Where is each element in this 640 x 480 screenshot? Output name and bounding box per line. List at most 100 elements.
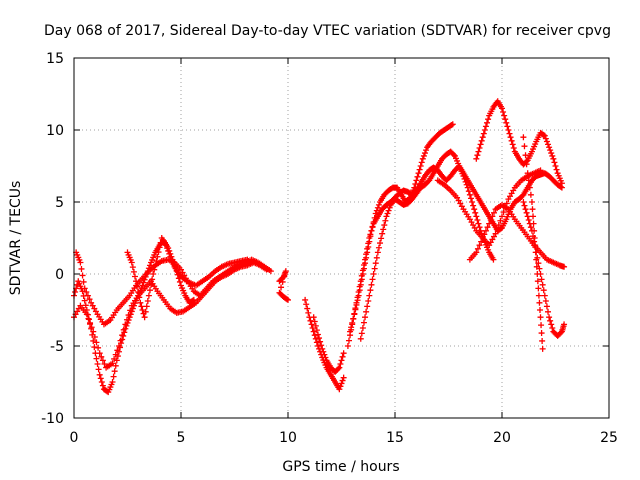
- data-point: [335, 365, 342, 372]
- data-point: [460, 173, 467, 180]
- data-point: [131, 273, 138, 280]
- data-point: [303, 301, 310, 308]
- x-tick-label: 10: [279, 430, 297, 446]
- data-point: [77, 259, 84, 266]
- data-point: [369, 276, 376, 283]
- data-point: [474, 245, 481, 252]
- data-point: [112, 351, 119, 358]
- y-tick-label: 0: [55, 267, 64, 283]
- data-point: [81, 297, 88, 304]
- data-point: [537, 314, 544, 321]
- data-point: [541, 292, 548, 299]
- data-point: [385, 207, 392, 214]
- data-points: [71, 98, 568, 396]
- data-point: [138, 303, 145, 310]
- data-point: [137, 299, 144, 306]
- series-arc6: [302, 296, 347, 393]
- data-point: [423, 147, 430, 154]
- data-point: [475, 220, 482, 227]
- data-point: [487, 217, 494, 223]
- data-point: [545, 308, 552, 315]
- data-point: [372, 210, 379, 217]
- data-point: [502, 116, 509, 123]
- data-point: [485, 116, 492, 123]
- y-tick-label: -5: [50, 339, 64, 355]
- data-point: [471, 206, 478, 213]
- data-point: [94, 361, 101, 367]
- data-point: [534, 271, 541, 277]
- data-point: [557, 183, 564, 190]
- data-point: [364, 303, 371, 310]
- x-tick-label: 15: [386, 430, 404, 446]
- data-point: [144, 298, 151, 304]
- data-point: [505, 127, 512, 133]
- data-point: [153, 258, 160, 265]
- data-point: [362, 260, 369, 267]
- data-point: [125, 312, 132, 319]
- data-point: [88, 324, 95, 331]
- grid: [74, 58, 609, 418]
- series-arc9: [347, 121, 456, 335]
- data-point: [154, 253, 161, 260]
- data-point: [345, 337, 352, 344]
- data-point: [481, 127, 488, 133]
- data-point: [374, 249, 381, 256]
- data-point: [122, 321, 129, 328]
- data-point: [282, 268, 289, 275]
- plot-frame: [73, 57, 610, 419]
- data-point: [347, 328, 354, 335]
- data-point: [531, 227, 538, 234]
- data-point: [148, 281, 155, 288]
- data-point: [530, 213, 537, 220]
- data-point: [310, 314, 317, 321]
- data-point: [421, 150, 428, 157]
- data-point: [535, 292, 542, 299]
- data-point: [484, 224, 491, 231]
- data-point: [523, 161, 530, 168]
- data-point: [525, 177, 532, 184]
- data-point: [416, 166, 423, 173]
- data-point: [368, 227, 375, 234]
- data-point: [375, 201, 382, 208]
- data-point: [368, 281, 375, 288]
- data-point: [90, 337, 97, 344]
- data-point: [359, 271, 366, 277]
- series-arc13: [473, 98, 565, 187]
- data-point: [356, 287, 363, 294]
- data-point: [476, 224, 483, 231]
- data-point: [494, 226, 501, 233]
- data-point: [117, 337, 124, 344]
- data-point: [551, 159, 558, 166]
- data-point: [507, 134, 514, 141]
- data-point: [548, 150, 555, 157]
- data-point: [82, 302, 89, 309]
- data-point: [386, 204, 393, 211]
- data-point: [411, 184, 418, 191]
- data-point: [384, 210, 391, 217]
- data-point: [523, 209, 530, 216]
- data-point: [547, 147, 554, 154]
- data-point: [281, 273, 288, 280]
- data-point: [530, 220, 537, 227]
- data-point: [318, 342, 325, 349]
- data-point: [418, 159, 425, 166]
- data-point: [349, 319, 356, 326]
- data-point: [414, 173, 421, 180]
- data-point: [313, 327, 320, 334]
- data-point: [539, 345, 546, 352]
- data-point: [244, 256, 251, 263]
- data-point: [520, 134, 527, 141]
- data-point: [419, 155, 426, 162]
- data-point: [536, 299, 543, 306]
- data-point: [351, 311, 358, 318]
- data-point: [150, 271, 157, 277]
- series-arc8: [344, 163, 565, 349]
- data-point: [484, 119, 491, 126]
- data-point: [149, 276, 156, 283]
- data-point: [309, 325, 316, 331]
- data-point: [312, 322, 319, 329]
- data-point: [462, 178, 469, 185]
- data-point: [358, 276, 365, 283]
- data-point: [112, 362, 119, 369]
